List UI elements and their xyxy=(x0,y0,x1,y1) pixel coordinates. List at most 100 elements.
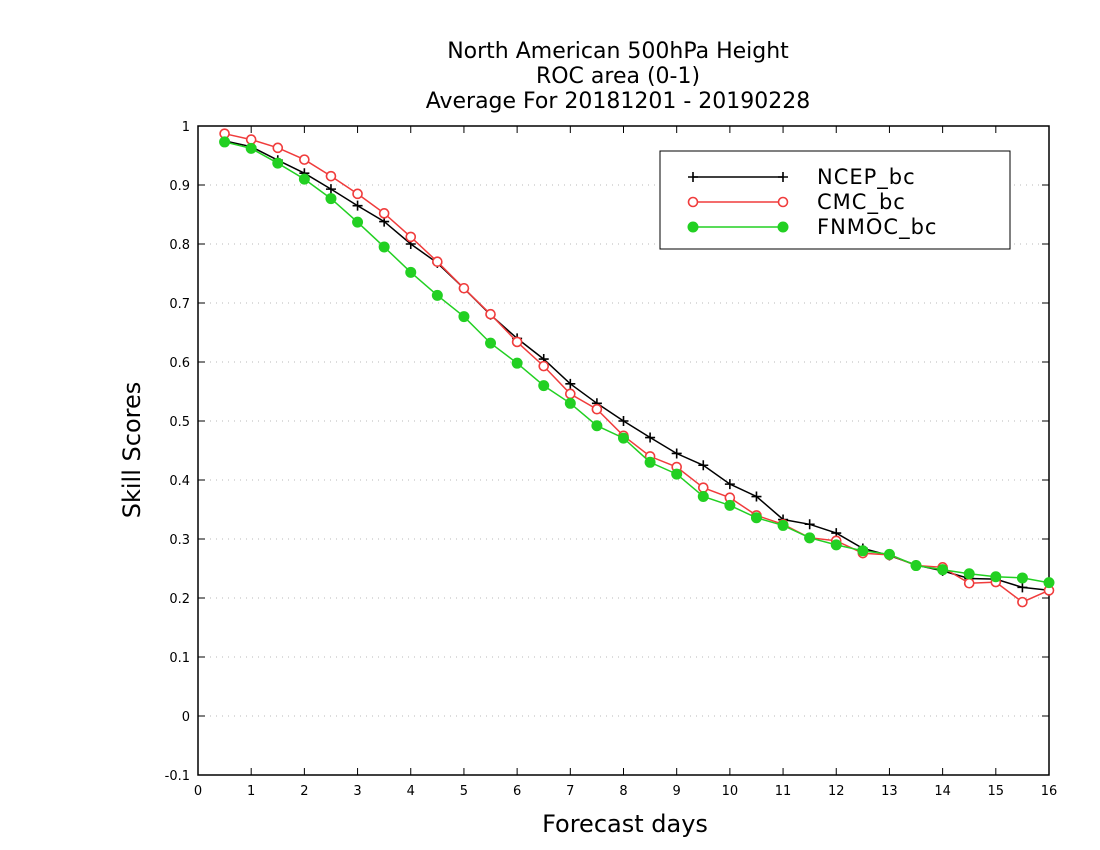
grid-lines xyxy=(198,184,1049,717)
data-point-fnmoc-bc xyxy=(990,571,1002,583)
data-point-ncep-bc xyxy=(751,491,762,502)
data-point-fnmoc-bc xyxy=(963,568,975,580)
data-point-fnmoc-bc xyxy=(272,157,284,169)
chart-title: North American 500hPa Height ROC area (0… xyxy=(426,39,811,114)
data-point-ncep-bc xyxy=(724,479,735,490)
y-tick-label: 0.5 xyxy=(169,415,190,430)
data-point-fnmoc-bc xyxy=(325,193,337,205)
y-tick-label: 0.8 xyxy=(169,238,190,253)
data-point-cmc-bc xyxy=(538,360,550,372)
data-point-cmc-bc xyxy=(299,154,310,165)
x-tick-label: 6 xyxy=(513,784,521,799)
x-tick-label: 16 xyxy=(1041,784,1058,799)
x-tick-label: 8 xyxy=(619,784,627,799)
data-point-cmc-bc xyxy=(697,482,709,493)
data-point-fnmoc-bc xyxy=(830,539,842,551)
x-tick-label: 0 xyxy=(194,784,202,799)
data-point-fnmoc-bc xyxy=(564,397,576,409)
y-tick-label: 0.6 xyxy=(169,356,190,371)
data-point-ncep-bc xyxy=(565,378,576,389)
data-point-cmc-bc xyxy=(272,142,284,154)
x-tick-label: 9 xyxy=(673,784,681,799)
data-point-fnmoc-bc xyxy=(804,532,816,544)
chart-title-line-1: North American 500hPa Height xyxy=(447,39,789,64)
data-point-fnmoc-bc xyxy=(644,456,656,468)
x-tick-label: 11 xyxy=(775,784,792,799)
data-point-fnmoc-bc xyxy=(511,357,523,369)
data-point-ncep-bc xyxy=(618,416,629,426)
data-point-cmc-bc xyxy=(963,577,975,589)
data-point-cmc-bc xyxy=(1017,596,1028,608)
data-point-fnmoc-bc xyxy=(485,337,497,349)
data-point-ncep-bc xyxy=(1017,582,1028,593)
data-point-fnmoc-bc xyxy=(378,241,390,253)
x-tick-label: 5 xyxy=(460,784,468,799)
series-fnmoc-bc xyxy=(219,136,1055,589)
x-tick-label: 10 xyxy=(722,784,739,799)
data-point-fnmoc-bc xyxy=(245,142,257,154)
x-tick-label: 7 xyxy=(566,784,574,799)
y-tick-label: 0.7 xyxy=(169,297,190,312)
data-point-cmc-bc xyxy=(432,256,443,268)
data-point-ncep-bc xyxy=(352,200,363,211)
legend-marker-cmc-bc xyxy=(777,196,789,208)
chart-title-line-3: Average For 20181201 - 20190228 xyxy=(426,89,811,114)
x-tick-label: 1 xyxy=(247,784,255,799)
data-point-fnmoc-bc xyxy=(937,564,949,576)
data-point-fnmoc-bc xyxy=(750,512,762,524)
data-point-fnmoc-bc xyxy=(697,491,709,503)
x-tick-label: 12 xyxy=(828,784,845,799)
data-point-cmc-bc xyxy=(591,403,603,415)
data-point-cmc-bc xyxy=(511,336,523,348)
y-tick-label: -0.1 xyxy=(165,769,190,784)
data-point-fnmoc-bc xyxy=(618,432,629,444)
data-point-fnmoc-bc xyxy=(857,545,869,557)
y-axis-label: Skill Scores xyxy=(118,382,146,519)
data-point-fnmoc-bc xyxy=(1016,572,1028,584)
data-point-cmc-bc xyxy=(325,170,337,182)
data-point-fnmoc-bc xyxy=(298,173,310,185)
data-point-fnmoc-bc xyxy=(219,136,231,148)
data-point-fnmoc-bc xyxy=(591,420,603,432)
legend-box xyxy=(659,150,1011,250)
data-point-fnmoc-bc xyxy=(352,216,364,228)
data-point-cmc-bc xyxy=(245,134,257,145)
data-point-fnmoc-bc xyxy=(1043,577,1055,589)
data-point-ncep-bc xyxy=(698,460,709,471)
y-axis: -0.1 0 0.1 0.2 0.3 0.4 0.5 0.6 0.7 0.8 0.9 1 xyxy=(165,120,1049,784)
data-point-fnmoc-bc xyxy=(777,519,789,531)
y-tick-label: 0 xyxy=(182,710,190,725)
data-point-cmc-bc xyxy=(352,188,363,200)
data-point-ncep-bc xyxy=(804,519,815,530)
legend-label-cmc-bc: CMC_bc xyxy=(817,190,906,215)
x-tick-label: 14 xyxy=(934,784,951,799)
data-point-cmc-bc xyxy=(565,388,576,400)
legend-label-fnmoc-bc: FNMOC_bc xyxy=(817,215,937,240)
legend-marker-fnmoc-bc xyxy=(687,221,699,233)
data-point-cmc-bc xyxy=(378,208,390,219)
data-point-fnmoc-bc xyxy=(671,468,683,480)
data-point-fnmoc-bc xyxy=(724,499,736,511)
legend-marker-fnmoc-bc xyxy=(777,221,789,233)
series-group xyxy=(219,128,1055,608)
data-point-cmc-bc xyxy=(405,231,417,243)
data-point-fnmoc-bc xyxy=(538,380,550,392)
x-tick-label: 3 xyxy=(353,784,361,799)
x-axis: 0 1 2 3 4 5 6 7 8 9 10 11 12 13 14 15 16 xyxy=(194,126,1057,799)
data-point-ncep-bc xyxy=(325,184,336,195)
x-tick-label: 2 xyxy=(300,784,308,799)
data-point-cmc-bc xyxy=(485,308,496,320)
y-tick-label: 1 xyxy=(182,120,190,135)
data-point-fnmoc-bc xyxy=(431,289,443,301)
x-tick-label: 4 xyxy=(407,784,415,799)
y-tick-label: 0.1 xyxy=(169,651,190,666)
data-point-fnmoc-bc xyxy=(458,311,470,323)
y-tick-label: 0.9 xyxy=(169,179,190,194)
data-point-fnmoc-bc xyxy=(883,548,895,560)
legend-label-ncep-bc: NCEP_bc xyxy=(817,165,916,190)
data-point-ncep-bc xyxy=(671,448,682,459)
data-point-ncep-bc xyxy=(645,432,656,443)
data-point-fnmoc-bc xyxy=(405,266,417,278)
